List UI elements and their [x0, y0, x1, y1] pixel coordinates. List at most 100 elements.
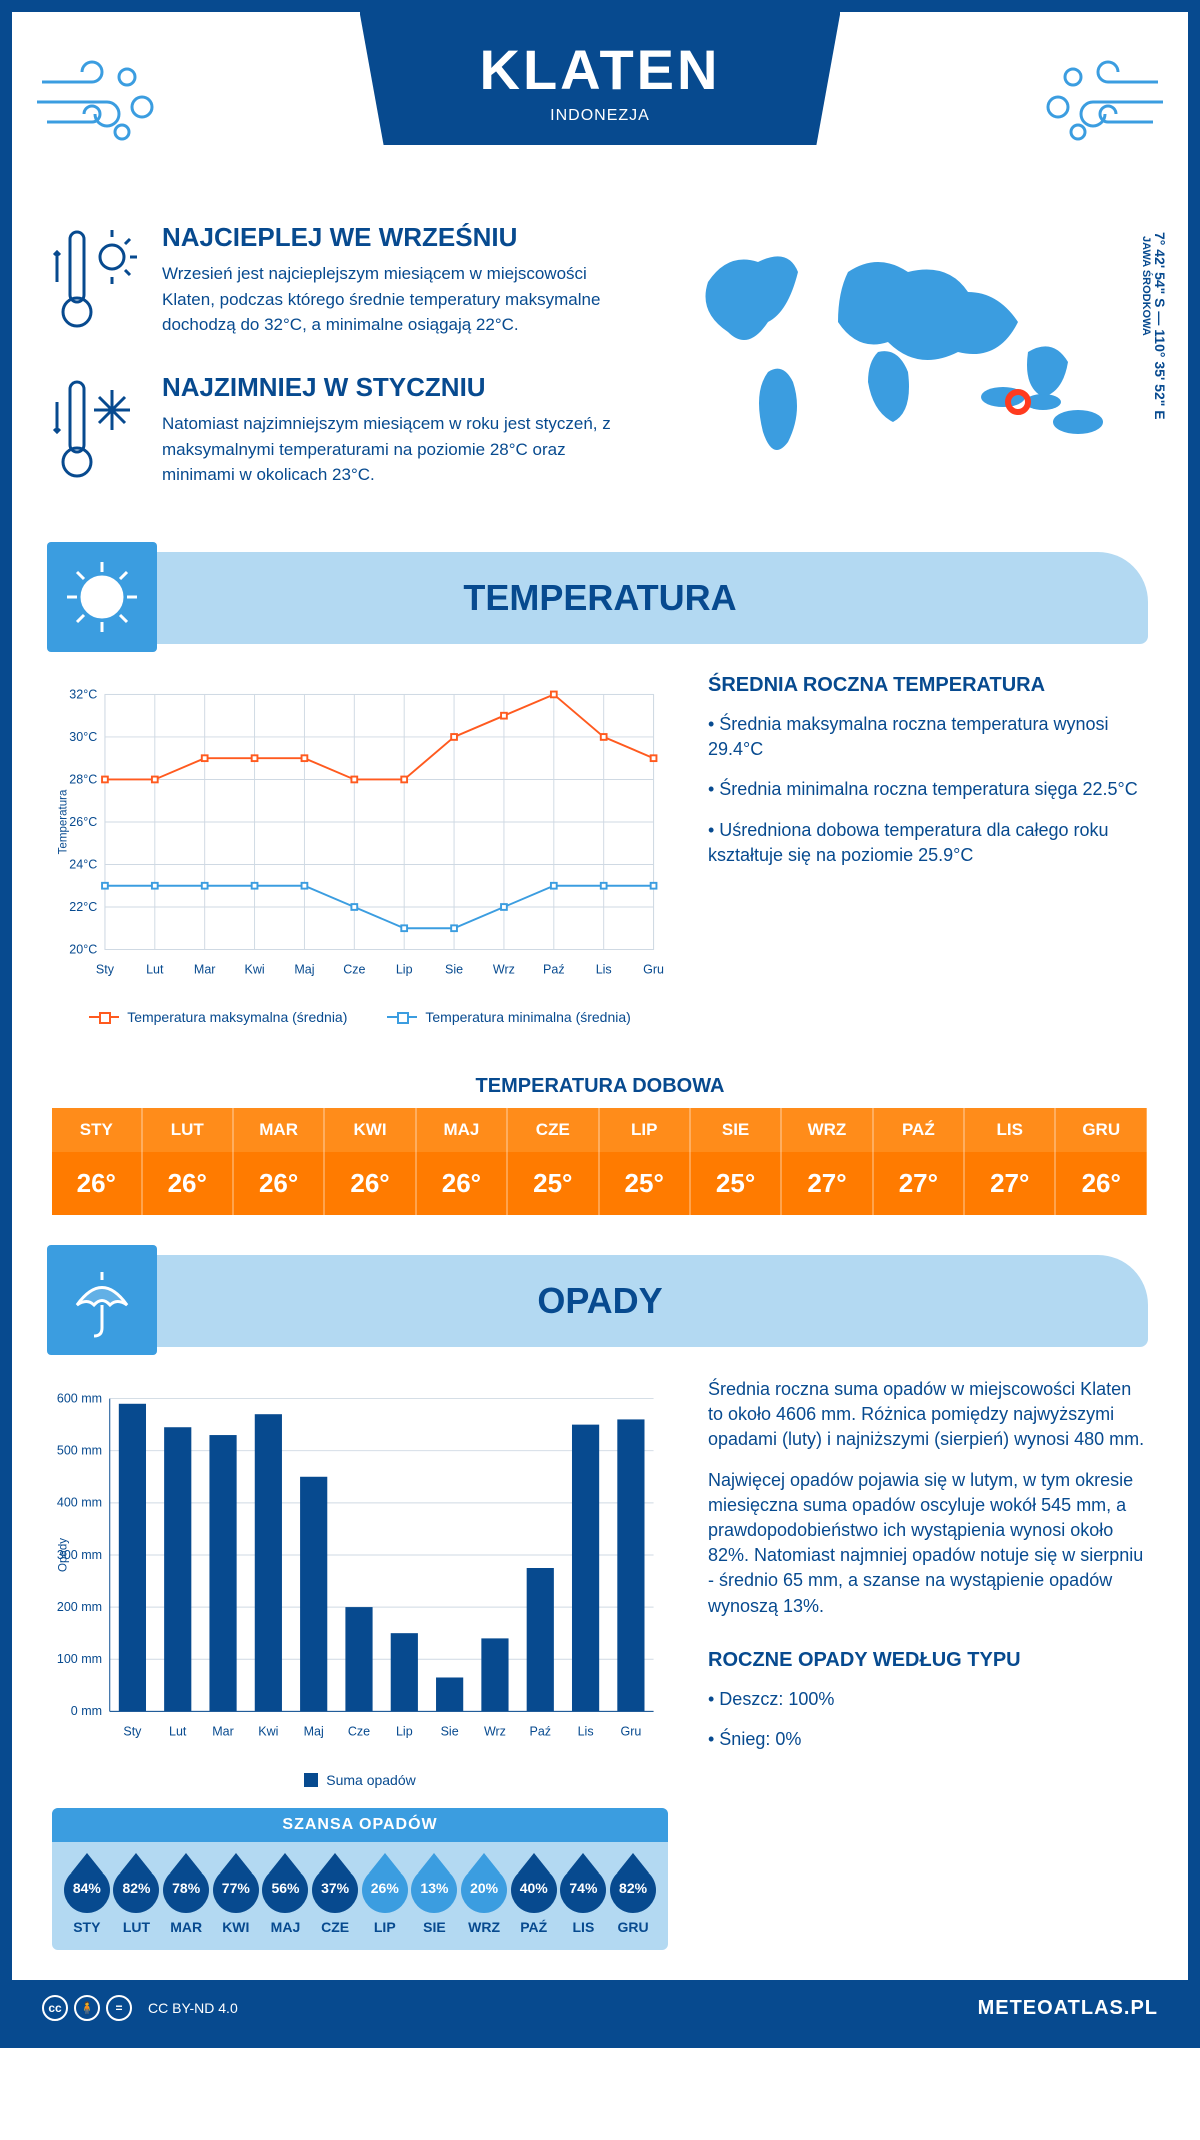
- svg-text:Sty: Sty: [96, 963, 115, 977]
- svg-text:24°C: 24°C: [69, 857, 97, 871]
- svg-text:32°C: 32°C: [69, 687, 97, 701]
- svg-text:Lis: Lis: [578, 1724, 594, 1738]
- cc-icon: cc: [42, 1995, 68, 2021]
- month-header: SIE: [690, 1108, 781, 1152]
- svg-text:Sie: Sie: [445, 963, 463, 977]
- svg-text:Paź: Paź: [529, 1724, 551, 1738]
- title-banner: KLATEN INDONEZJA: [360, 12, 841, 145]
- daily-temp-cell: 25°: [690, 1152, 781, 1215]
- svg-text:Maj: Maj: [304, 1724, 324, 1738]
- daily-temp-cell: 27°: [964, 1152, 1055, 1215]
- daily-temp-cell: 26°: [142, 1152, 233, 1215]
- rain-bar-chart: 0 mm100 mm200 mm300 mm400 mm500 mm600 mm…: [52, 1377, 668, 1757]
- daily-temp-cell: 26°: [416, 1152, 507, 1215]
- svg-text:200 mm: 200 mm: [57, 1600, 102, 1614]
- wind-icon: [1028, 52, 1168, 152]
- rain-chart-column: 0 mm100 mm200 mm300 mm400 mm500 mm600 mm…: [52, 1377, 668, 1950]
- country-subtitle: INDONEZJA: [480, 107, 721, 125]
- svg-text:Lut: Lut: [169, 1724, 187, 1738]
- thermometer-snowflake-icon: [52, 372, 142, 492]
- rain-chance-item: 20%WRZ: [461, 1857, 507, 1935]
- svg-text:22°C: 22°C: [69, 900, 97, 914]
- rain-chance-item: 84%STY: [64, 1857, 110, 1935]
- warmest-text: Wrzesień jest najcieplejszym miesiącem w…: [162, 261, 628, 338]
- rain-chance-panel: SZANSA OPADÓW 84%STY82%LUT78%MAR77%KWI56…: [52, 1808, 668, 1950]
- svg-text:Sie: Sie: [441, 1724, 459, 1738]
- svg-text:Mar: Mar: [194, 963, 216, 977]
- daily-temp-cell: 26°: [324, 1152, 415, 1215]
- temperature-chart-column: 20°C22°C24°C26°C28°C30°C32°CStyLutMarKwi…: [52, 674, 668, 1025]
- umbrella-icon: [47, 1245, 157, 1355]
- rain-para: Najwięcej opadów pojawia się w lutym, w …: [708, 1468, 1148, 1619]
- svg-text:0 mm: 0 mm: [71, 1704, 102, 1718]
- rain-type-title: ROCZNE OPADY WEDŁUG TYPU: [708, 1649, 1148, 1672]
- rain-chance-item: 56%MAJ: [262, 1857, 308, 1935]
- svg-text:30°C: 30°C: [69, 730, 97, 744]
- city-title: KLATEN: [480, 37, 721, 102]
- stats-bullet: • Średnia minimalna roczna temperatura s…: [708, 777, 1148, 802]
- svg-text:Lis: Lis: [596, 963, 612, 977]
- wind-icon: [32, 52, 172, 152]
- svg-text:Gru: Gru: [620, 1724, 641, 1738]
- daily-temp-cell: 25°: [507, 1152, 598, 1215]
- svg-text:Wrz: Wrz: [484, 1724, 506, 1738]
- warmest-block: NAJCIEPLEJ WE WRZEŚNIU Wrzesień jest naj…: [52, 222, 628, 342]
- daily-temp-cell: 26°: [233, 1152, 324, 1215]
- header: KLATEN INDONEZJA: [12, 12, 1188, 212]
- rain-content: 0 mm100 mm200 mm300 mm400 mm500 mm600 mm…: [12, 1347, 1188, 1980]
- temperature-stats: ŚREDNIA ROCZNA TEMPERATURA • Średnia mak…: [708, 674, 1148, 1025]
- stats-title: ŚREDNIA ROCZNA TEMPERATURA: [708, 674, 1148, 697]
- svg-text:28°C: 28°C: [69, 772, 97, 786]
- rain-chance-item: 82%LUT: [113, 1857, 159, 1935]
- svg-text:500 mm: 500 mm: [57, 1444, 102, 1458]
- svg-text:600 mm: 600 mm: [57, 1391, 102, 1405]
- rain-type-bullet: • Deszcz: 100%: [708, 1687, 1148, 1712]
- daily-temp-cell: 27°: [781, 1152, 872, 1215]
- temperature-line-chart: 20°C22°C24°C26°C28°C30°C32°CStyLutMarKwi…: [52, 674, 668, 994]
- daily-temp-cell: 26°: [52, 1152, 142, 1215]
- rain-chance-item: 77%KWI: [213, 1857, 259, 1935]
- svg-text:Lip: Lip: [396, 1724, 413, 1738]
- month-header: MAJ: [416, 1108, 507, 1152]
- daily-temp-cell: 25°: [599, 1152, 690, 1215]
- rain-chance-item: 74%LIS: [560, 1857, 606, 1935]
- rain-banner: OPADY: [52, 1255, 1148, 1347]
- svg-text:Gru: Gru: [643, 963, 664, 977]
- svg-text:Lut: Lut: [146, 963, 164, 977]
- temperature-content: 20°C22°C24°C26°C28°C30°C32°CStyLutMarKwi…: [12, 644, 1188, 1055]
- svg-text:Paź: Paź: [543, 963, 565, 977]
- intro-text-column: NAJCIEPLEJ WE WRZEŚNIU Wrzesień jest naj…: [52, 222, 628, 522]
- month-header: PAŹ: [873, 1108, 964, 1152]
- coldest-text: Natomiast najzimniejszym miesiącem w rok…: [162, 411, 628, 488]
- coordinates: 7° 42' 54" S — 110° 35' 52" E JAWA ŚRODK…: [1140, 232, 1168, 420]
- svg-text:Wrz: Wrz: [493, 963, 515, 977]
- temperature-legend: Temperatura maksymalna (średnia) Tempera…: [52, 1009, 668, 1025]
- rain-chance-title: SZANSA OPADÓW: [52, 1808, 668, 1842]
- rain-legend: Suma opadów: [52, 1772, 668, 1788]
- svg-text:Kwi: Kwi: [244, 963, 264, 977]
- svg-text:Temperatura: Temperatura: [57, 789, 69, 854]
- rain-chance-item: 13%SIE: [411, 1857, 457, 1935]
- sun-icon: [47, 542, 157, 652]
- svg-text:Lip: Lip: [396, 963, 413, 977]
- map-column: 7° 42' 54" S — 110° 35' 52" E JAWA ŚRODK…: [668, 222, 1148, 522]
- svg-text:Sty: Sty: [123, 1724, 142, 1738]
- month-header: LIP: [599, 1108, 690, 1152]
- month-header: GRU: [1055, 1108, 1147, 1152]
- license-text: CC BY-ND 4.0: [148, 2000, 238, 2016]
- temperature-banner: TEMPERATURA: [52, 552, 1148, 644]
- page: KLATEN INDONEZJA: [0, 0, 1200, 2048]
- coldest-block: NAJZIMNIEJ W STYCZNIU Natomiast najzimni…: [52, 372, 628, 492]
- intro-section: NAJCIEPLEJ WE WRZEŚNIU Wrzesień jest naj…: [12, 212, 1188, 552]
- legend-rain: Suma opadów: [304, 1772, 416, 1788]
- svg-text:400 mm: 400 mm: [57, 1496, 102, 1510]
- legend-min: Temperatura minimalna (średnia): [387, 1009, 630, 1025]
- daily-temp-cell: 27°: [873, 1152, 964, 1215]
- legend-max: Temperatura maksymalna (średnia): [89, 1009, 347, 1025]
- svg-text:Cze: Cze: [348, 1724, 370, 1738]
- rain-text-column: Średnia roczna suma opadów w miejscowośc…: [708, 1377, 1148, 1950]
- site-name: METEOATLAS.PL: [978, 1997, 1158, 2020]
- rain-para: Średnia roczna suma opadów w miejscowośc…: [708, 1377, 1148, 1453]
- svg-text:Maj: Maj: [294, 963, 314, 977]
- svg-text:Kwi: Kwi: [258, 1724, 278, 1738]
